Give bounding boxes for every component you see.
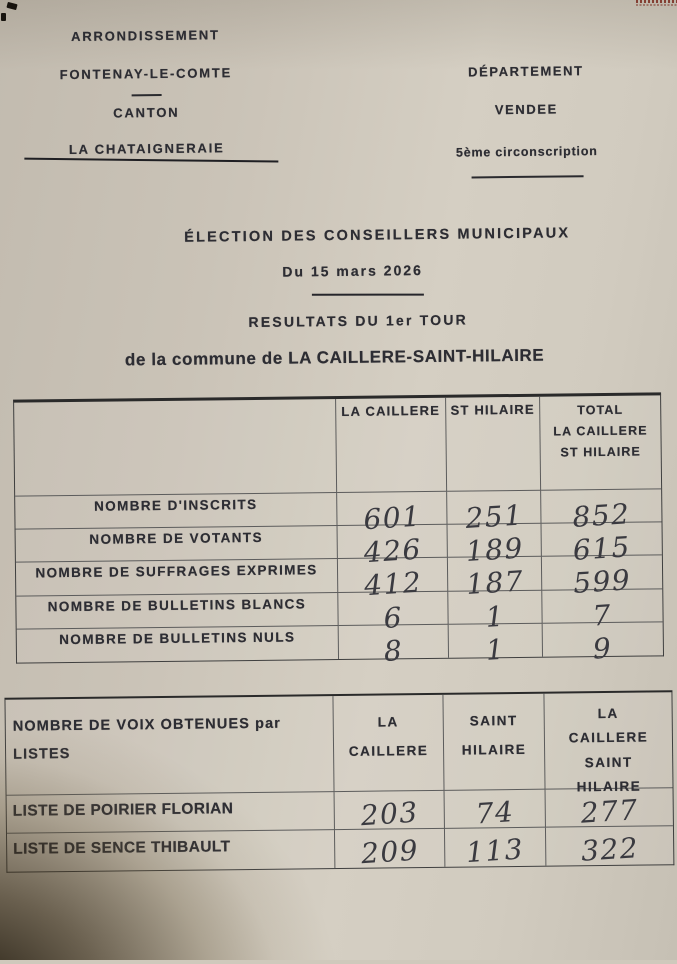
divider-long [24, 157, 279, 163]
divider-mid [471, 175, 584, 179]
paper-speck-icon [1, 13, 6, 21]
handwritten-number: 1 [484, 632, 507, 667]
handwritten-number: 277 [579, 793, 640, 830]
row-label-votants: NOMBRE DE VOTANTS [15, 526, 338, 564]
handwritten-number: 8 [382, 633, 405, 668]
cell-value: 852 [541, 489, 662, 534]
handwritten-number: 189 [464, 531, 525, 569]
arrondissement-label: ARRONDISSEMENT [71, 27, 220, 45]
cell-value: 113 [444, 827, 547, 869]
row-label-liste-sence: LISTE DE SENCE THIBAULT [6, 830, 336, 872]
canton-value: LA CHATAIGNERAIE [68, 140, 225, 158]
row-label-nuls: NOMBRE DE BULLETINS NULS [16, 625, 340, 663]
red-stamp-fragment-icon [636, 0, 677, 8]
handwritten-number: 426 [362, 532, 423, 570]
results-header-empty [14, 399, 338, 497]
row-label-blancs: NOMBRE DE BULLETINS BLANCS [16, 592, 339, 630]
cell-value: 209 [334, 828, 446, 870]
results-header-st-hilaire: ST HILAIRE [446, 396, 542, 492]
title-round: RESULTATS DU 1er TOUR [248, 311, 468, 331]
lists-header-total: LA CAILLERE SAINT HILAIRE [544, 692, 673, 794]
header-line: CAILLERE [568, 729, 649, 746]
handwritten-number: 615 [571, 530, 632, 568]
cell-value: 601 [337, 491, 448, 536]
handwritten-number: 209 [359, 833, 420, 871]
header-line: LA [597, 705, 619, 722]
handwritten-number: 599 [572, 563, 633, 601]
photo-vignette-top [0, 0, 677, 70]
title-election: ÉLECTION DES CONSEILLERS MUNICIPAUX [184, 225, 571, 246]
stamp-line [636, 0, 677, 3]
lists-header-line2: LISTES [13, 746, 71, 763]
handwritten-number: 7 [591, 597, 614, 633]
departement-value: VENDEE [494, 101, 558, 118]
title-commune: de la commune de LA CAILLERE-SAINT-HILAI… [124, 345, 545, 370]
handwritten-number: 1 [484, 599, 506, 634]
results-header-total-line: TOTAL [577, 402, 624, 418]
results-header-la-caillere: LA CAILLERE [336, 397, 448, 494]
handwritten-number: 6 [382, 600, 404, 635]
handwritten-number: 74 [474, 795, 516, 831]
lists-header-saint-hilaire: SAINT HILAIRE [443, 693, 546, 791]
row-label-liste-poirier: LISTE DE POIRIER FLORIAN [6, 792, 335, 834]
departement-label: DÉPARTEMENT [467, 63, 584, 80]
divider-small [131, 93, 162, 97]
divider-title [311, 293, 424, 296]
stamp-line [636, 4, 677, 6]
cell-value: 277 [545, 788, 673, 830]
handwritten-number: 9 [592, 631, 614, 666]
handwritten-number: 322 [579, 831, 640, 868]
lists-header-title: NOMBRE DE VOIX OBTENUES par LISTES [5, 696, 335, 796]
lists-table: NOMBRE DE VOIX OBTENUES par LISTES LA CA… [4, 690, 675, 873]
handwritten-number: 601 [361, 499, 422, 537]
results-header-total-line: LA CAILLERE [553, 423, 648, 439]
results-header-total: TOTAL LA CAILLERE ST HILAIRE [540, 395, 662, 491]
handwritten-number: 187 [464, 564, 525, 602]
handwritten-number: 412 [362, 565, 423, 603]
arrondissement-value: FONTENAY-LE-COMTE [59, 65, 233, 83]
handwritten-number: 251 [463, 498, 524, 536]
header-line: LA [377, 714, 399, 730]
header-line: SAINT [584, 754, 633, 770]
header-line: SAINT [469, 712, 518, 729]
circonscription: 5ème circonscription [455, 144, 598, 160]
header-right-block: DÉPARTEMENT VENDEE 5ème circonscription [413, 59, 639, 180]
lists-header-line1: NOMBRE DE VOIX OBTENUES par [12, 715, 282, 735]
title-date: Du 15 mars 2026 [282, 262, 423, 280]
canton-label: CANTON [113, 104, 180, 121]
header-line: HILAIRE [461, 741, 527, 758]
row-label-inscrits: NOMBRE D'INSCRITS [15, 493, 338, 530]
cell-value: 203 [334, 790, 445, 832]
results-table: LA CAILLERE ST HILAIRE TOTAL LA CAILLERE… [13, 392, 665, 668]
cell-value: 74 [444, 789, 546, 830]
row-label-suffrages: NOMBRE DE SUFFRAGES EXPRIMES [15, 559, 339, 597]
cell-value: 322 [546, 826, 673, 868]
handwritten-number: 113 [465, 832, 526, 870]
header-left-block: ARRONDISSEMENT FONTENAY-LE-COMTE CANTON … [23, 19, 279, 163]
cell-value: 251 [447, 490, 542, 535]
handwritten-number: 852 [571, 497, 632, 534]
results-header-total-line: ST HILAIRE [560, 444, 641, 460]
handwritten-number: 203 [359, 795, 420, 833]
lists-header-la-caillere: LA CAILLERE [333, 694, 445, 793]
header-line: CAILLERE [348, 743, 429, 759]
